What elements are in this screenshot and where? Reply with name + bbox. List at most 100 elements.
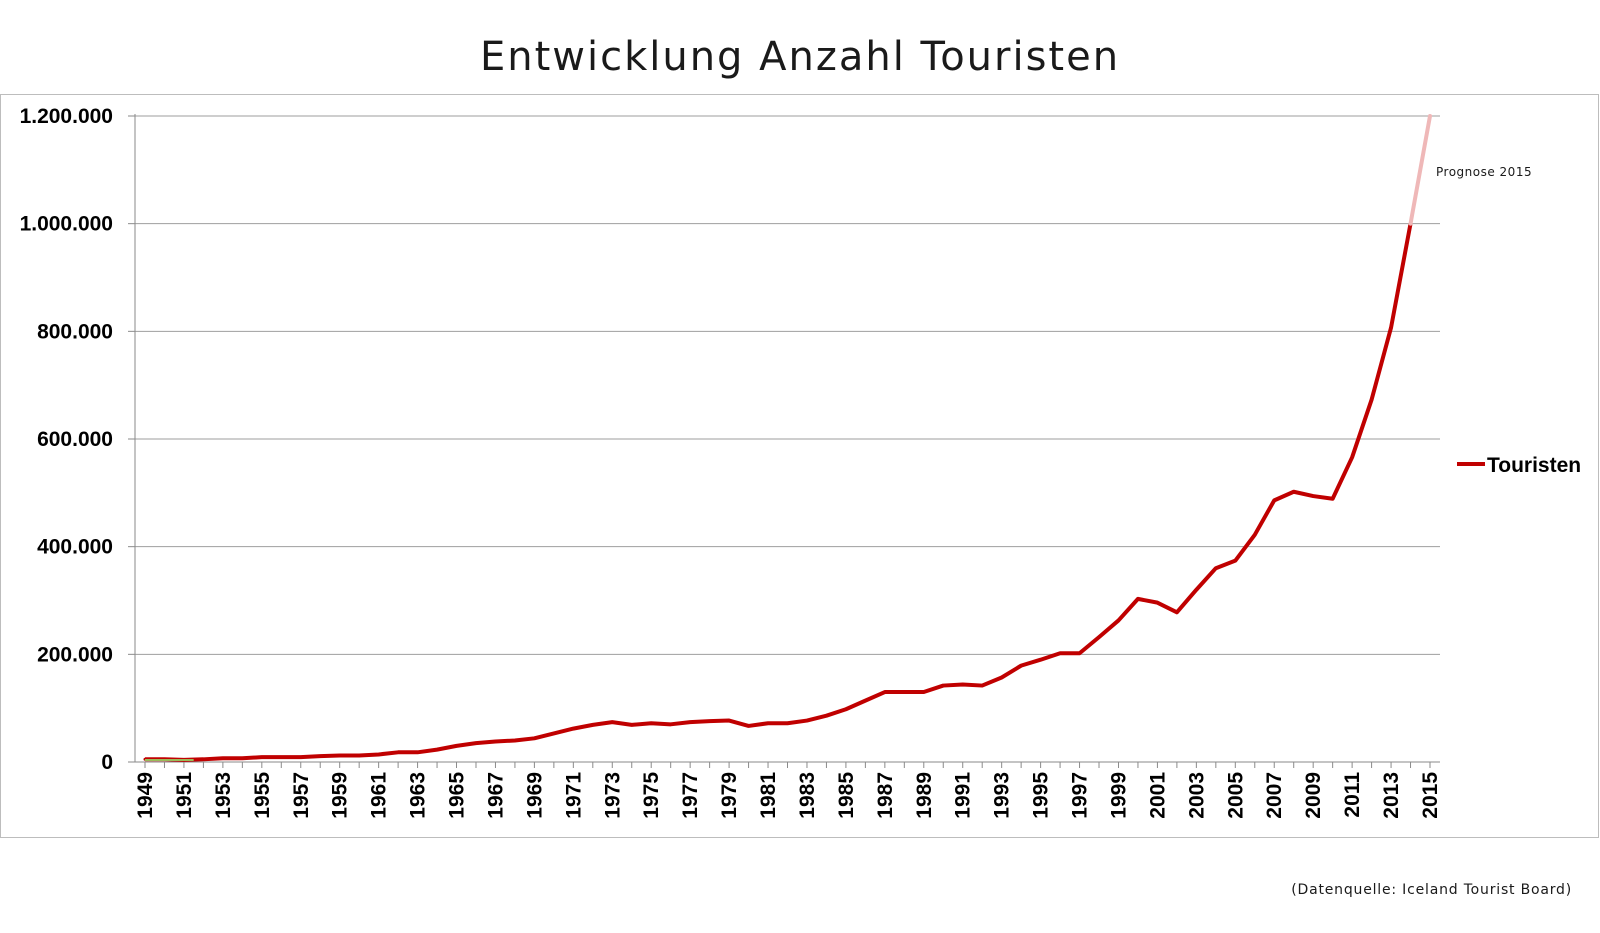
x-tick-label-1969: 1969 xyxy=(523,772,546,819)
data-point-1980 xyxy=(747,724,751,728)
data-point-2011 xyxy=(1350,455,1354,459)
data-point-2003 xyxy=(1194,588,1198,592)
data-point-2002 xyxy=(1175,610,1179,614)
data-point-2001 xyxy=(1155,601,1159,605)
x-tick-label-1993: 1993 xyxy=(991,772,1014,819)
data-point-2013 xyxy=(1389,326,1393,330)
data-point-1954 xyxy=(240,756,244,760)
data-point-1987 xyxy=(883,690,887,694)
chart-frame xyxy=(0,94,1599,838)
data-point-2008 xyxy=(1292,490,1296,494)
x-tick-label-1953: 1953 xyxy=(212,772,235,819)
x-tick-label-1997: 1997 xyxy=(1069,772,1092,819)
data-point-1976 xyxy=(669,722,673,726)
data-point-1999 xyxy=(1116,618,1120,622)
data-point-1975 xyxy=(649,721,653,725)
data-point-2004 xyxy=(1214,566,1218,570)
x-tick-label-1987: 1987 xyxy=(874,772,897,819)
data-point-1963 xyxy=(416,750,420,754)
y-tick-label-3: 600.000 xyxy=(37,428,113,451)
x-tick-label-1961: 1961 xyxy=(368,772,391,819)
data-point-1952 xyxy=(201,757,205,761)
data-point-2010 xyxy=(1331,497,1335,501)
series-line-touristen xyxy=(145,223,1413,762)
x-tick-label-1971: 1971 xyxy=(562,772,585,819)
data-point-2007 xyxy=(1272,498,1276,502)
data-point-1972 xyxy=(591,723,595,727)
data-point-1956 xyxy=(279,755,283,759)
x-tick-label-2007: 2007 xyxy=(1263,772,1286,819)
data-point-1986 xyxy=(863,699,867,703)
data-point-1961 xyxy=(377,752,381,756)
data-point-2009 xyxy=(1311,494,1315,498)
x-tick-label-1967: 1967 xyxy=(484,772,507,819)
data-point-1962 xyxy=(396,750,400,754)
x-tick-label-2013: 2013 xyxy=(1380,772,1403,819)
y-tick-label-0: 0 xyxy=(101,751,113,774)
data-point-1982 xyxy=(786,721,789,725)
x-tick-label-2011: 2011 xyxy=(1341,772,1364,818)
data-point-1957 xyxy=(299,755,303,759)
data-point-1970 xyxy=(552,731,556,735)
data-point-1971 xyxy=(571,727,575,731)
data-point-1994 xyxy=(1019,664,1023,668)
data-point-1984 xyxy=(824,714,828,718)
data-point-1967 xyxy=(493,740,497,744)
x-tick-label-1973: 1973 xyxy=(601,772,624,819)
x-tick-label-1975: 1975 xyxy=(640,772,663,819)
y-tick-label-2: 400.000 xyxy=(37,536,113,559)
x-tick-label-1949: 1949 xyxy=(134,772,157,819)
data-point-1993 xyxy=(1000,675,1004,679)
x-tick-label-1989: 1989 xyxy=(913,772,936,819)
data-point-1977 xyxy=(688,720,692,724)
data-point-1955 xyxy=(260,755,264,759)
data-point-1958 xyxy=(318,754,322,758)
x-tick-label-1959: 1959 xyxy=(329,772,352,819)
grid-layer xyxy=(135,115,1440,655)
data-point-1995 xyxy=(1039,658,1043,662)
x-tick-label-2009: 2009 xyxy=(1302,772,1325,819)
data-point-1996 xyxy=(1058,651,1062,655)
data-point-1965 xyxy=(455,744,459,748)
x-tick-label-1955: 1955 xyxy=(251,772,274,819)
legend: Touristen xyxy=(1457,454,1581,477)
x-tick-label-1983: 1983 xyxy=(796,772,819,819)
data-point-2000 xyxy=(1136,597,1140,601)
data-point-1953 xyxy=(221,756,225,760)
data-point-1981 xyxy=(766,721,770,725)
data-point-1969 xyxy=(532,736,536,740)
x-tick-label-1999: 1999 xyxy=(1107,772,1130,819)
data-point-1997 xyxy=(1078,651,1082,655)
data-point-1990 xyxy=(941,684,945,688)
data-point-1966 xyxy=(474,741,478,745)
data-point-2006 xyxy=(1253,533,1257,537)
x-tick-label-2001: 2001 xyxy=(1146,772,1169,819)
data-point-1983 xyxy=(805,719,809,723)
series-line-prognose-2015 xyxy=(1408,114,1432,226)
data-point-1989 xyxy=(922,690,926,694)
data-point-1973 xyxy=(610,720,614,724)
data-point-1959 xyxy=(338,754,342,758)
data-point-1960 xyxy=(357,754,361,758)
series-layer xyxy=(143,114,1432,762)
data-point-1964 xyxy=(435,748,439,752)
x-tick-label-1957: 1957 xyxy=(290,772,313,819)
x-tick-label-1985: 1985 xyxy=(835,772,858,819)
data-point-1991 xyxy=(961,682,965,686)
data-point-1988 xyxy=(902,690,906,694)
x-tick-label-1995: 1995 xyxy=(1030,772,1053,819)
x-tick-label-1981: 1981 xyxy=(757,772,780,819)
data-point-1985 xyxy=(844,707,848,711)
chart-title: Entwicklung Anzahl Touristen xyxy=(479,34,1121,80)
source-note: (Datenquelle: Iceland Tourist Board) xyxy=(1291,882,1572,898)
x-tick-label-2005: 2005 xyxy=(1224,772,1247,819)
data-point-1998 xyxy=(1097,635,1101,639)
y-tick-label-1: 200.000 xyxy=(37,643,113,666)
x-tick-label-1977: 1977 xyxy=(679,772,702,819)
x-tick-label-1963: 1963 xyxy=(407,772,430,819)
x-tick-label-2015: 2015 xyxy=(1419,772,1442,819)
data-point-1968 xyxy=(513,738,517,742)
data-point-2005 xyxy=(1233,559,1237,563)
y-tick-label-4: 800.000 xyxy=(37,320,113,343)
